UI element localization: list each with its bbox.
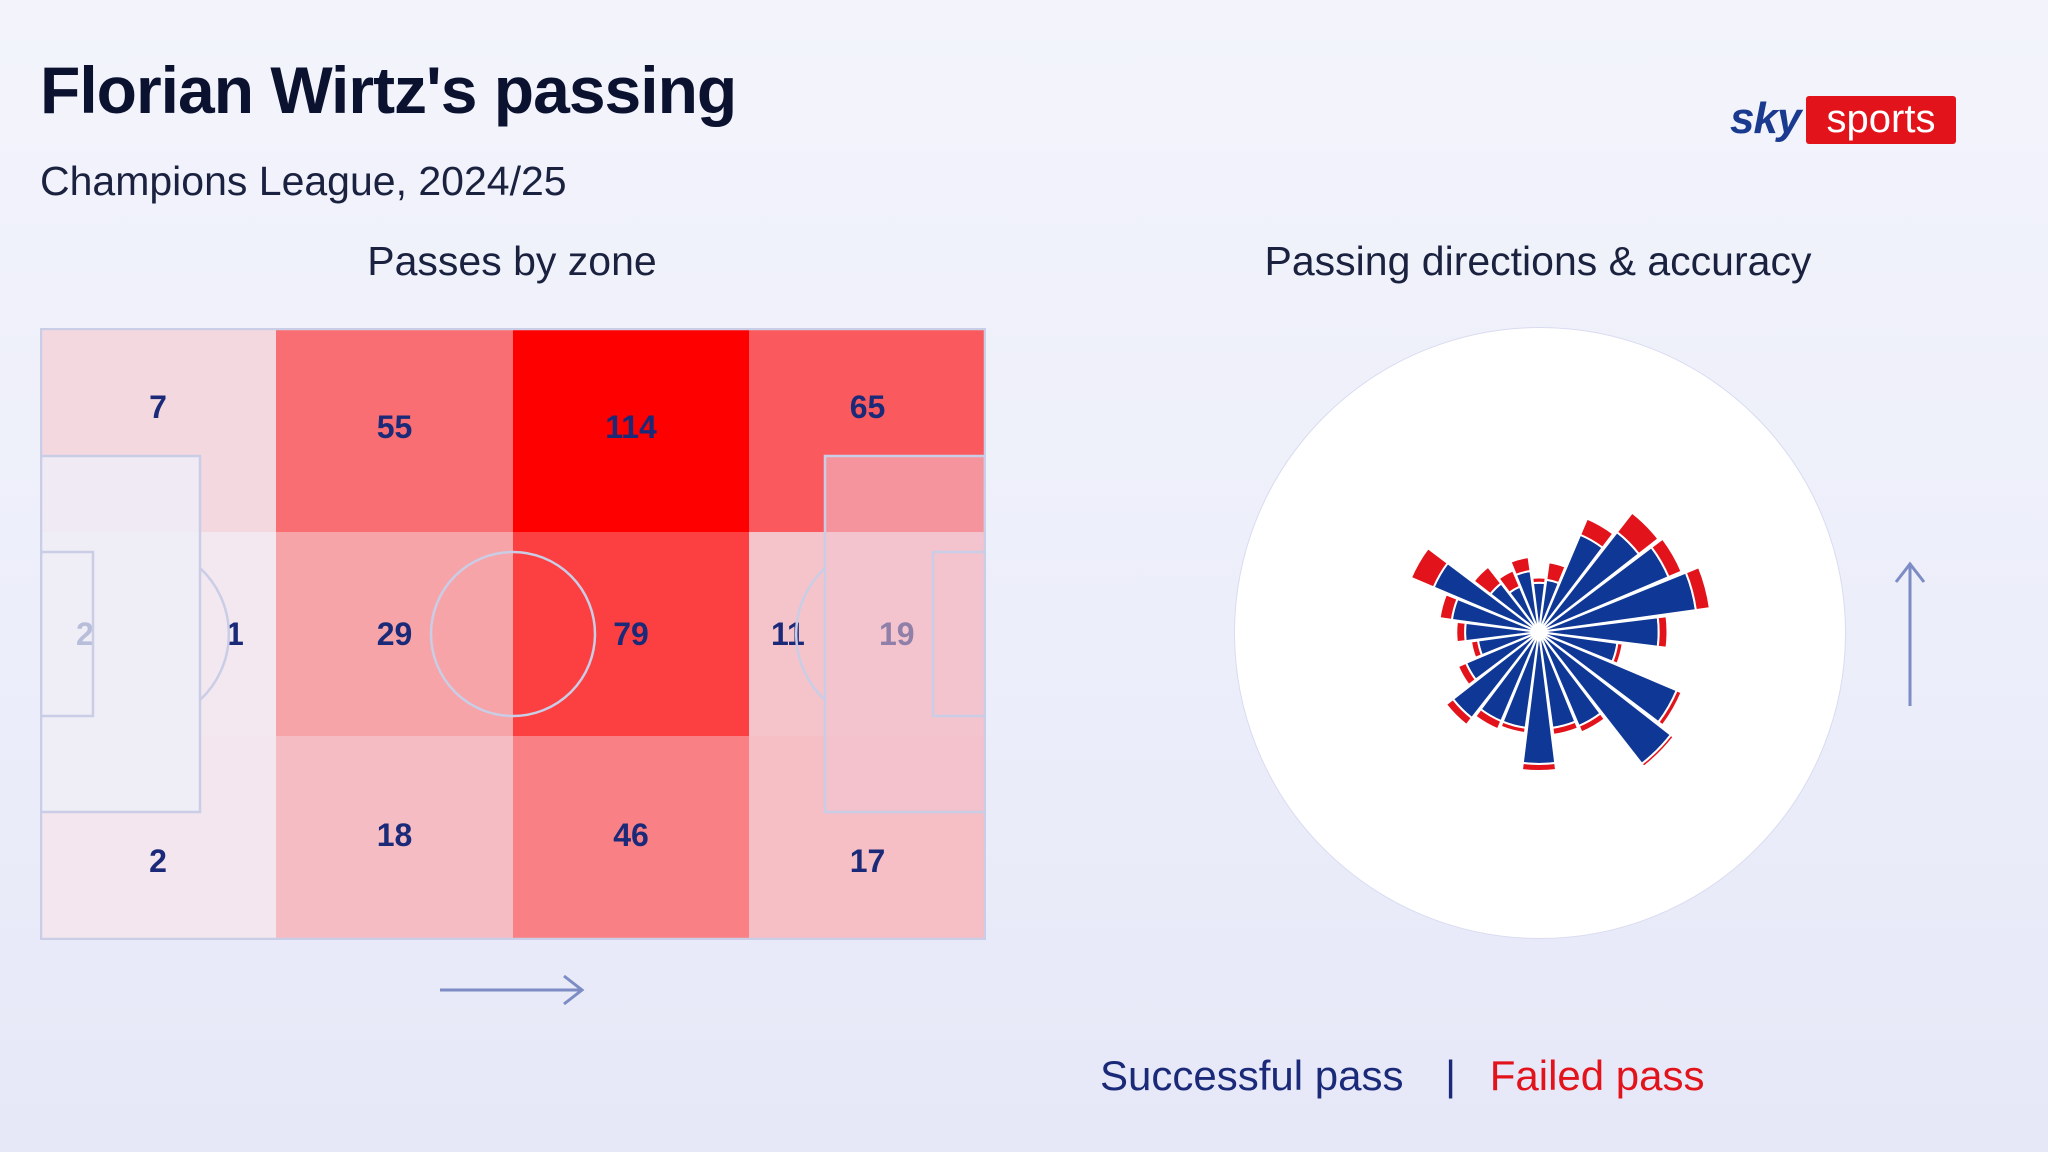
failed-pass-sector [1455, 620, 1467, 644]
failed-pass-sector [1444, 697, 1474, 727]
pitch-markings [40, 328, 986, 940]
zone-value: 18 [376, 817, 413, 853]
direction-chart-title: Passing directions & accuracy [1264, 238, 1812, 284]
zone-value: 79 [613, 615, 649, 652]
page-title: Florian Wirtz's passing [40, 53, 737, 127]
attack-direction-arrow-icon [440, 974, 585, 1006]
zone-cell: 29 [276, 532, 513, 736]
failed-pass-sector [1611, 641, 1624, 666]
zone-value: 11 [771, 615, 805, 652]
pitch-heatmap: 7212552918114794665111917 [40, 328, 986, 940]
failed-pass-sector [1545, 561, 1567, 585]
zone-value: 55 [376, 409, 413, 445]
left-six-yard-box [40, 550, 95, 718]
legend-separator: | [1445, 1052, 1457, 1099]
failed-pass-sector [1438, 593, 1459, 621]
zone-value: 17 [849, 842, 886, 879]
passing-direction-radar [1409, 511, 1711, 773]
zone-value: 29 [376, 615, 413, 652]
failed-pass-sector [1472, 565, 1503, 596]
zone-value: 7 [149, 388, 167, 425]
legend-successful-pass: Successful pass [1100, 1052, 1404, 1099]
failed-pass-sector [1551, 720, 1580, 736]
zone-value: 1 [226, 615, 244, 652]
logo-sports-text: sports [1806, 96, 1956, 144]
failed-pass-sector [1649, 537, 1683, 579]
failed-pass-sector [1456, 661, 1478, 687]
failed-pass-sector [1615, 511, 1660, 556]
zone-cell: 79 [513, 532, 749, 736]
failed-pass-sector [1684, 565, 1711, 612]
right-six-yard-box [931, 550, 986, 718]
centre-circle [429, 550, 597, 718]
failed-pass-sector [1578, 517, 1615, 550]
failed-pass-sector [1640, 733, 1676, 769]
left-penalty-arc [199, 567, 230, 701]
zone-chart-title: Passes by zone [367, 238, 657, 284]
failed-pass-sector [1656, 689, 1683, 727]
failed-pass-sector [1656, 615, 1669, 649]
failed-pass-sector [1497, 569, 1522, 595]
left-penalty-box [40, 454, 202, 814]
zone-value: 114 [605, 409, 657, 445]
zone-value: 65 [849, 388, 886, 425]
page-subtitle: Champions League, 2024/25 [40, 158, 567, 204]
logo-sky-text: sky [1730, 94, 1801, 143]
zone-value: 2 [149, 842, 167, 879]
right-penalty-box [823, 454, 986, 814]
up-direction-arrow-icon [1894, 561, 1926, 706]
legend-failed-pass: Failed pass [1489, 1052, 1705, 1099]
failed-pass-sector [1509, 555, 1532, 577]
zone-cell: 114 [513, 328, 749, 532]
legend: Successful pass | Failed pass [1100, 1052, 2000, 1100]
right-penalty-arc [795, 567, 826, 701]
zone-cell: 55 [276, 328, 513, 532]
zone-cell: 46 [513, 736, 749, 940]
failed-pass-sector [1531, 576, 1547, 585]
failed-pass-sector [1409, 546, 1450, 589]
zone-value: 46 [613, 817, 649, 853]
failed-pass-sector [1577, 712, 1607, 734]
failed-pass-sector [1469, 639, 1484, 660]
zone-cell: 18 [276, 736, 513, 940]
failed-pass-sector [1473, 707, 1503, 731]
failed-pass-sector [1520, 761, 1558, 773]
failed-pass-sector [1499, 720, 1527, 735]
